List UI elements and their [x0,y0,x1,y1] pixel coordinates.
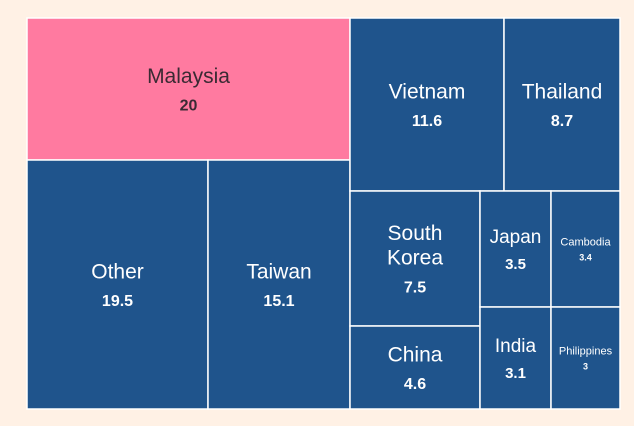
tile-label-india: India [495,336,537,357]
tile-value-thailand: 8.7 [551,113,573,130]
tile-rect-thailand [503,17,621,192]
tile-india: India 3.1 [479,306,552,410]
tile-rect-philippines [550,306,621,410]
tile-japan: Japan 3.5 [479,190,552,308]
tile-value-other: 19.5 [102,293,133,310]
tile-value-philippines: 3 [583,362,588,372]
tile-label-cambodia: Cambodia [560,236,611,248]
tile-cambodia: Cambodia 3.4 [550,190,621,308]
tile-value-malaysia: 20 [180,98,198,115]
tile-label-thailand: Thailand [522,80,603,103]
treemap-tiles: Malaysia 20 Other 19.5 Taiwan 15.1 Vietnam 11.6… [26,17,621,410]
tile-vietnam: Vietnam 11.6 [349,17,505,192]
tile-label-south-korea: South Korea [387,222,443,270]
tile-label-other: Other [91,260,144,283]
tile-label-malaysia: Malaysia [147,65,230,88]
tile-malaysia: Malaysia 20 [26,17,351,161]
tile-value-china: 4.6 [404,376,426,393]
tile-rect-other [26,159,209,410]
tile-rect-malaysia [26,17,351,161]
tile-label-japan: Japan [490,227,542,248]
tile-value-japan: 3.5 [505,256,526,273]
tile-value-cambodia: 3.4 [579,253,592,263]
tile-philippines: Philippines 3 [550,306,621,410]
tile-rect-south-korea [349,190,481,327]
tile-south-korea: South Korea 7.5 [349,190,481,327]
tile-value-india: 3.1 [505,365,526,382]
tile-rect-china [349,325,481,410]
tile-rect-japan [479,190,552,308]
tile-other: Other 19.5 [26,159,209,410]
tile-value-vietnam: 11.6 [412,113,442,130]
tile-label-taiwan: Taiwan [246,260,311,283]
tile-label-vietnam: Vietnam [389,80,466,103]
tile-taiwan: Taiwan 15.1 [207,159,351,410]
tile-rect-vietnam [349,17,505,192]
tile-rect-cambodia [550,190,621,308]
tile-label-china: China [388,343,443,366]
tile-rect-india [479,306,552,410]
tile-china: China 4.6 [349,325,481,410]
tile-rect-taiwan [207,159,351,410]
tile-value-taiwan: 15.1 [263,293,294,310]
tile-label-philippines: Philippines [559,345,613,357]
tile-thailand: Thailand 8.7 [503,17,621,192]
tile-value-south-korea: 7.5 [404,280,426,297]
